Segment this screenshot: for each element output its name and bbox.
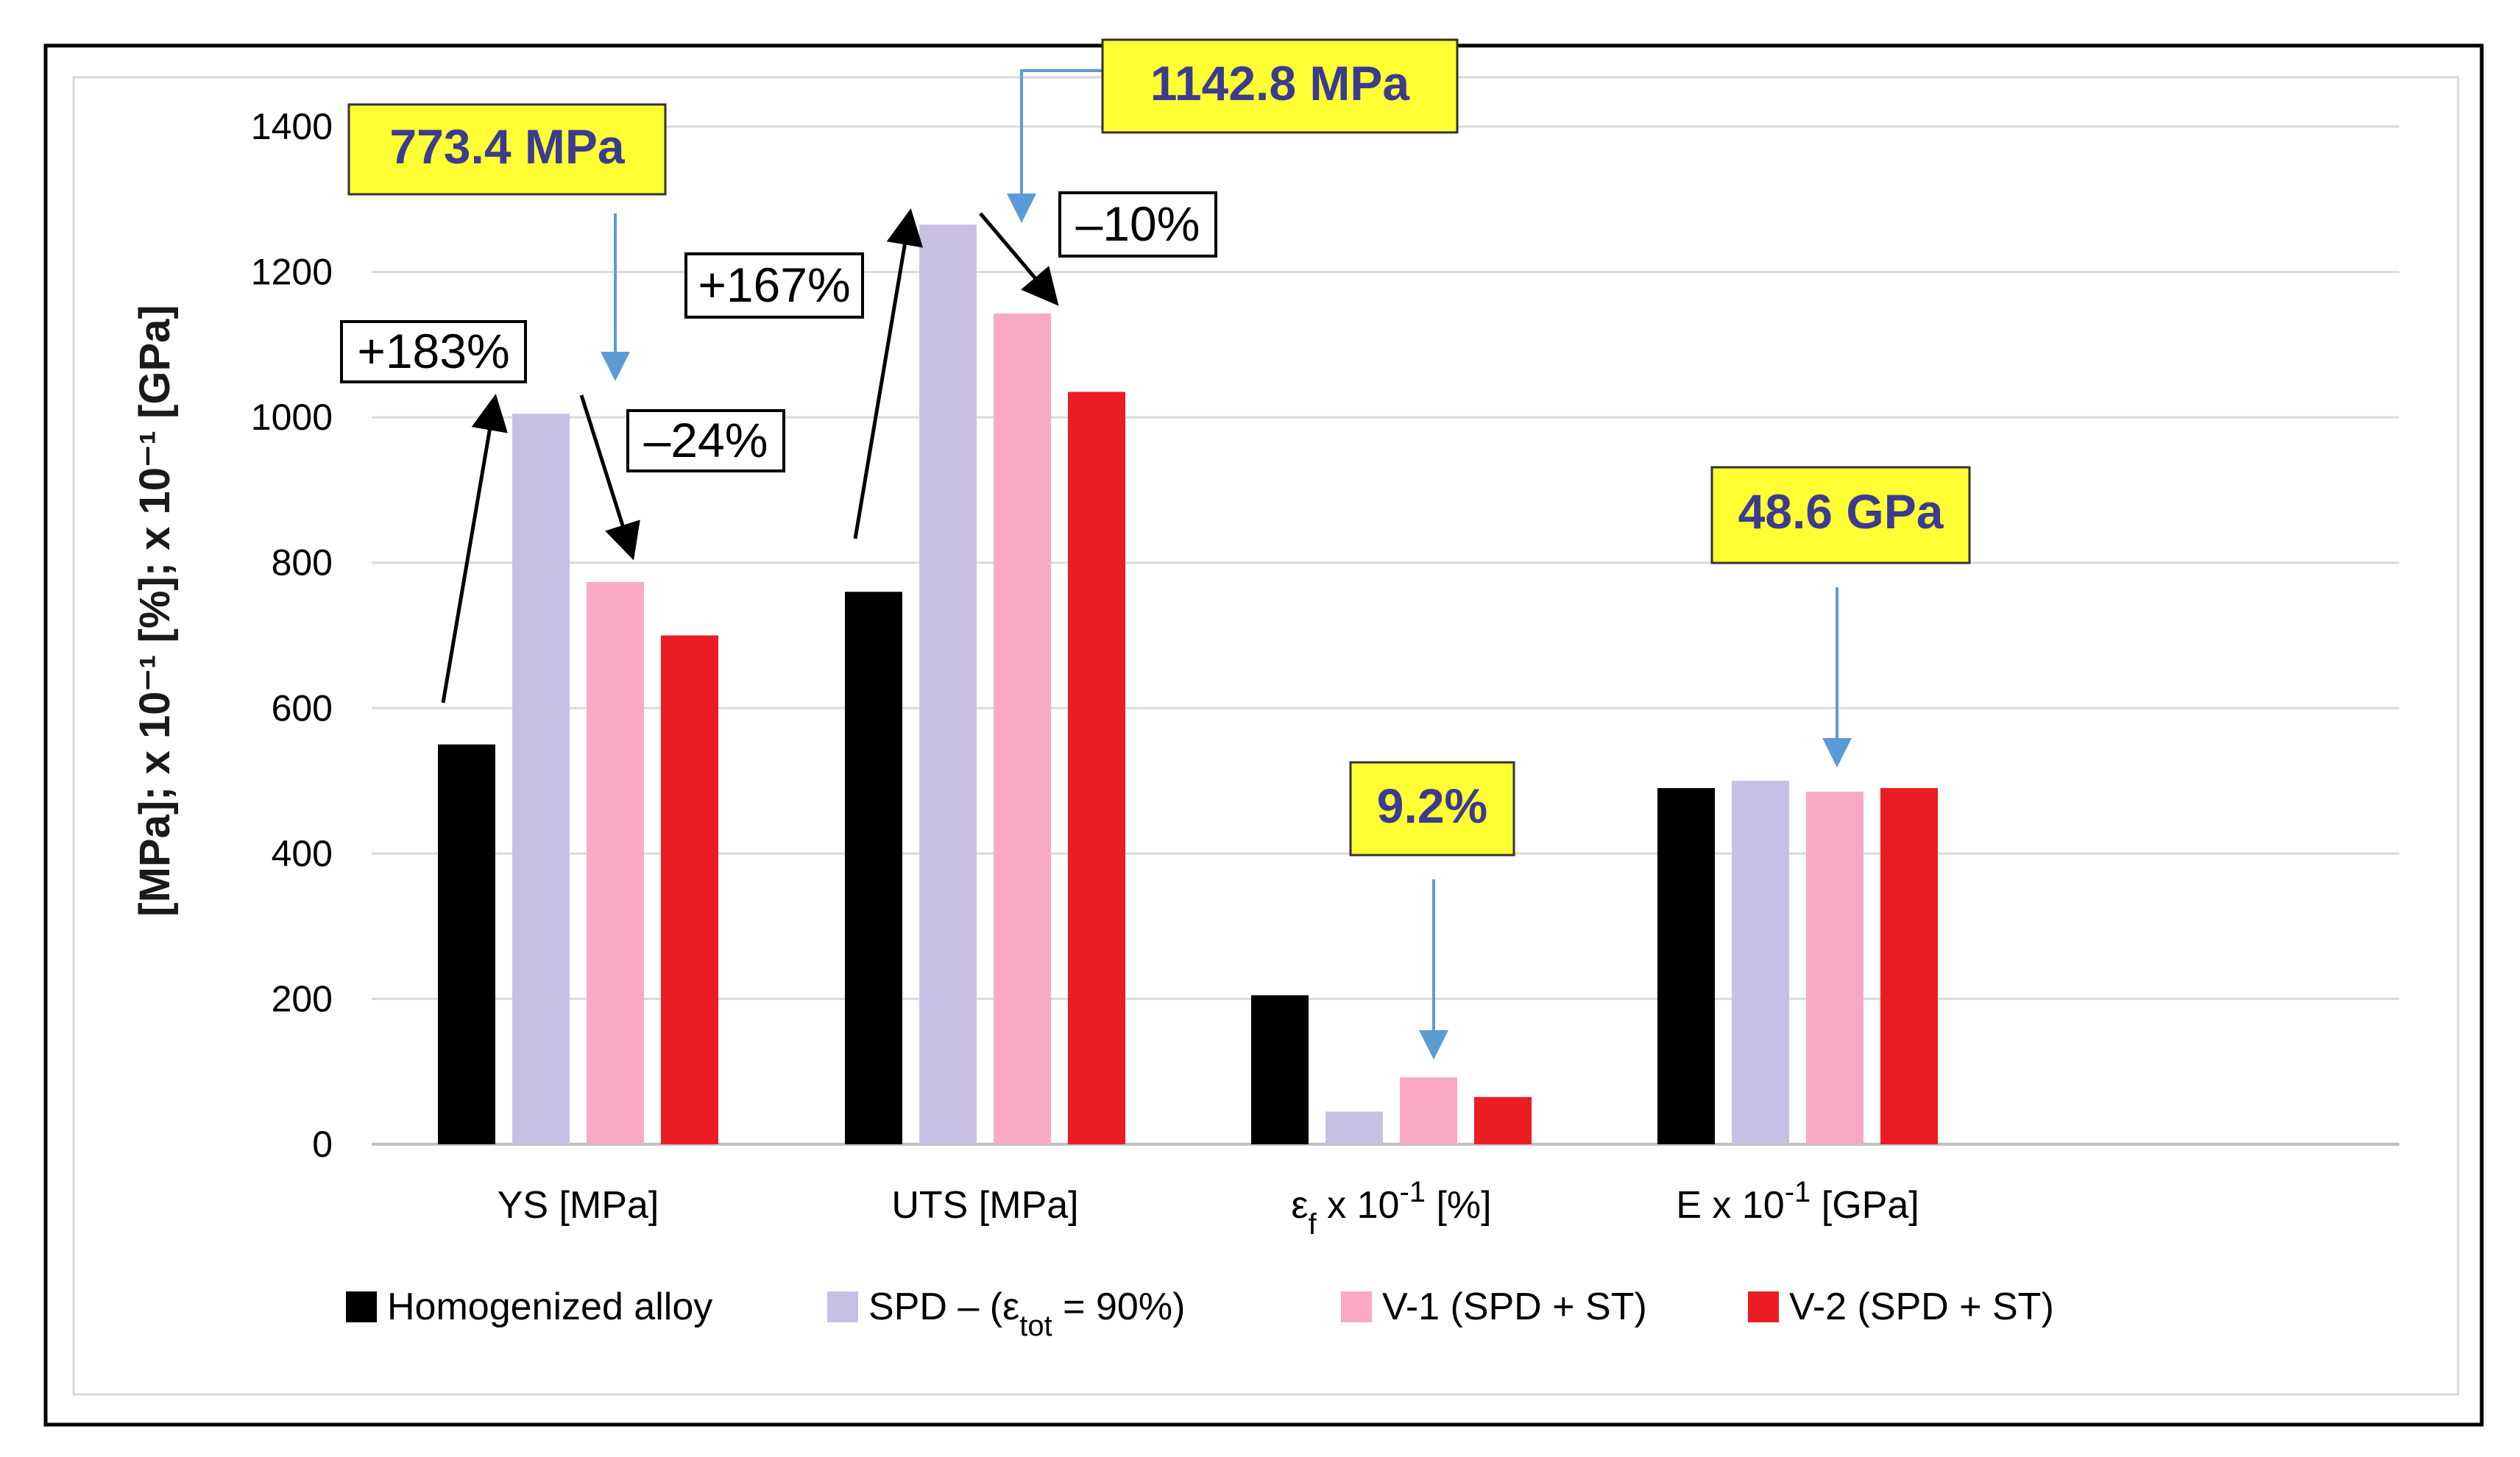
y-tick-label: 0: [312, 1124, 333, 1165]
legend-label: V-2 (SPD + ST): [1789, 1286, 2054, 1328]
highlight-callout-e: 48.6 GPa: [1710, 466, 1971, 564]
highlight-callout-ef: 9.2%: [1349, 761, 1515, 857]
y-tick-label: 600: [272, 687, 333, 728]
arrow-ys-decrease: [579, 394, 640, 561]
y-tick-label: 1000: [251, 397, 333, 438]
svg-text:+183%: +183%: [357, 324, 509, 378]
bar: [919, 224, 977, 1144]
bar: [1880, 787, 1938, 1144]
change-callout-uts-up: +167%: [684, 252, 864, 319]
bar: [587, 581, 644, 1144]
y-tick-label: 800: [272, 542, 333, 584]
bar: [512, 414, 570, 1144]
y-tick-label: 400: [272, 833, 333, 874]
svg-text:773.4 MPa: 773.4 MPa: [389, 119, 625, 174]
legend-swatch: [827, 1291, 858, 1322]
bar: [661, 635, 718, 1144]
svg-text:–10%: –10%: [1076, 196, 1200, 251]
y-tick-labels: 0 200 400 600 800 1000 1200 1400: [251, 106, 333, 1165]
svg-text:48.6 GPa: 48.6 GPa: [1738, 484, 1944, 539]
change-callout-uts-down: –10%: [1058, 191, 1217, 258]
bar: [1068, 391, 1125, 1144]
category-label: E x 10-1 [GPa]: [1676, 1176, 1919, 1227]
bar: [1400, 1077, 1457, 1144]
y-tick-label: 200: [272, 978, 333, 1019]
svg-text:–24%: –24%: [644, 413, 768, 467]
bar: [1657, 787, 1715, 1144]
category-label: YS [MPa]: [498, 1184, 659, 1227]
legend: Homogenized alloy SPD – (εtot = 90%) V-1 (…: [346, 1286, 2054, 1342]
svg-text:9.2%: 9.2%: [1377, 779, 1487, 833]
outer-frame: [43, 43, 2484, 1427]
category-label: UTS [MPa]: [891, 1184, 1078, 1227]
category-labels: YS [MPa] UTS [MPa] εf x 10-1 [%] E x 10-1 […: [498, 1176, 1919, 1241]
legend-label: Homogenized alloy: [387, 1286, 712, 1328]
change-callout-ys-up: +183%: [340, 320, 527, 383]
y-tick-label: 1200: [251, 252, 333, 293]
arrow-uts-increase: [853, 208, 924, 539]
y-tick-label: 1400: [251, 106, 333, 147]
annotation-arrows: [441, 69, 1852, 1060]
legend-label: SPD – (εtot = 90%): [868, 1286, 1185, 1342]
change-callout-ys-down: –24%: [626, 409, 785, 472]
bar: [1251, 995, 1309, 1144]
bar: [1326, 1111, 1383, 1144]
inner-frame: [72, 76, 2460, 1396]
category-label: εf x 10-1 [%]: [1291, 1176, 1491, 1241]
legend-swatch: [1341, 1291, 1372, 1322]
legend-swatch: [1748, 1291, 1779, 1322]
bar: [1806, 791, 1864, 1144]
bar: [438, 744, 495, 1144]
highlight-callout-ys: 773.4 MPa: [347, 103, 667, 196]
svg-text:+167%: +167%: [698, 258, 850, 312]
legend-label: V-1 (SPD + ST): [1382, 1286, 1647, 1328]
legend-swatch: [346, 1291, 377, 1322]
svg-text:1142.8 MPa: 1142.8 MPa: [1150, 56, 1411, 110]
arrow-uts-highlight: [1007, 69, 1104, 223]
y-axis-label: [MPa]; x 10⁻¹ [%]; x 10⁻¹ [GPa]: [131, 305, 179, 916]
arrow-uts-decrease: [979, 212, 1059, 306]
bar: [1732, 781, 1789, 1144]
bars: [438, 224, 1938, 1144]
bar: [994, 313, 1051, 1144]
bar: [1474, 1096, 1532, 1144]
highlight-callout-uts: 1142.8 MPa: [1101, 38, 1459, 134]
bar: [845, 592, 902, 1144]
arrow-ys-increase: [441, 394, 508, 703]
